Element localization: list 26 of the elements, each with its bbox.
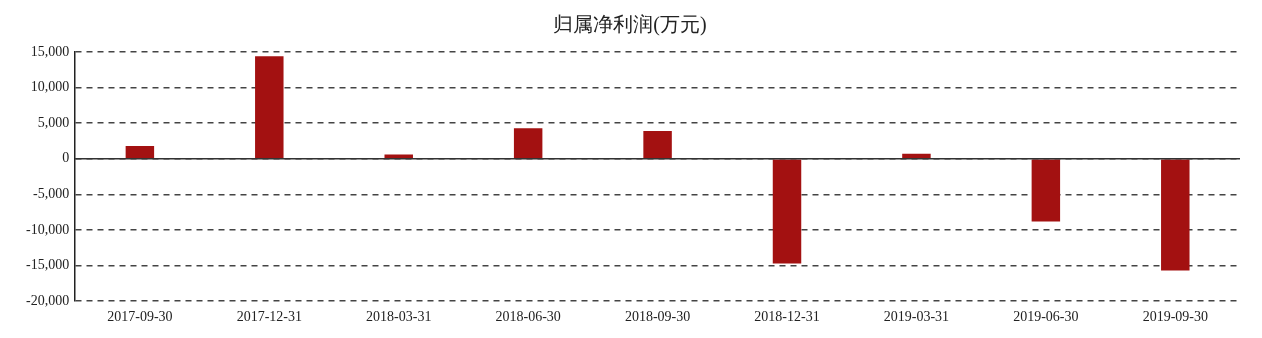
y-tick-label: 0 [62, 150, 70, 166]
y-tick-label: 10,000 [30, 79, 70, 95]
x-tick-label: 2018-09-30 [624, 309, 691, 325]
y-tick-label: 5,000 [37, 114, 70, 130]
y-tick-label: -10,000 [25, 221, 70, 237]
bar [902, 153, 931, 159]
x-tick-label: 2017-09-30 [107, 309, 173, 325]
x-tick-label: 2018-06-30 [495, 309, 561, 325]
bar [1161, 159, 1190, 271]
x-tick-label: 2019-03-31 [883, 309, 950, 325]
bar [772, 159, 802, 264]
bar [643, 131, 672, 159]
x-tick-label: 2018-03-31 [366, 309, 432, 325]
bar [1031, 159, 1061, 222]
chart-title: 归属净利润(万元) [553, 13, 707, 37]
y-tick-label: -5,000 [32, 186, 70, 202]
x-tick-label: 2019-06-30 [1013, 309, 1079, 325]
bar [255, 56, 284, 159]
y-tick-label: 15,000 [30, 43, 70, 59]
y-tick-label: -15,000 [25, 257, 70, 273]
x-tick-label: 2019-09-30 [1142, 309, 1208, 325]
bar [125, 145, 155, 159]
x-tick-label: 2017-12-31 [236, 309, 302, 325]
y-tick-label: -20,000 [25, 292, 70, 308]
bar [513, 128, 543, 159]
x-tick-label: 2018-12-31 [754, 309, 820, 325]
